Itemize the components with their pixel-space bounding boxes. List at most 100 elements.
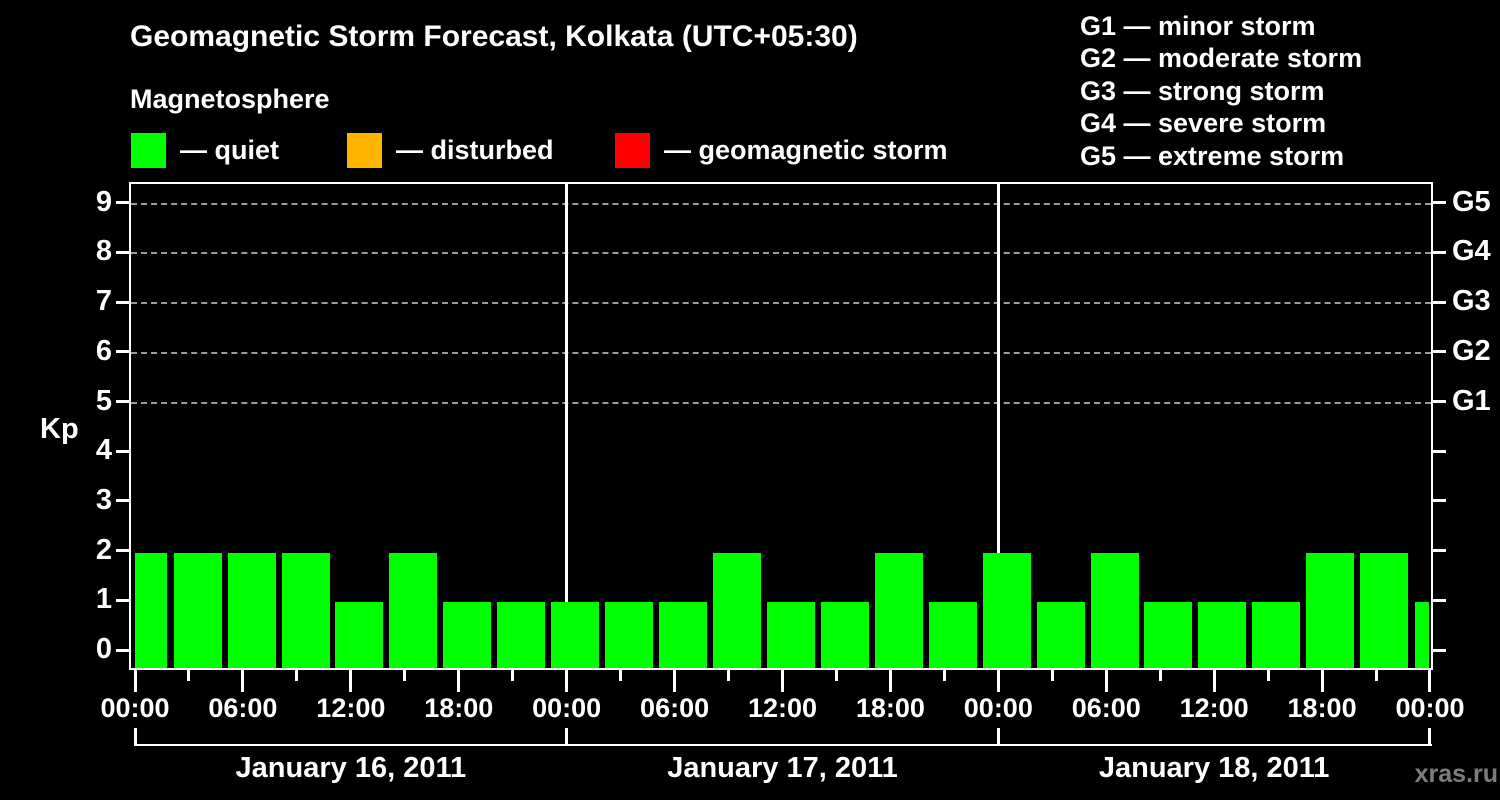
x-axis-tick <box>780 668 784 692</box>
time-tick-label: 00:00 <box>532 693 602 723</box>
legend-label-storm: — geomagnetic storm <box>664 135 948 165</box>
day-bracket-tick <box>133 728 137 746</box>
magnetosphere-label: Magnetosphere <box>130 84 330 114</box>
grid-line-kp8 <box>131 252 1431 255</box>
y-axis-tick <box>116 201 131 205</box>
kp-bar <box>605 602 654 668</box>
chart-title: Geomagnetic Storm Forecast, Kolkata (UTC… <box>130 20 858 53</box>
kp-bar <box>335 602 384 668</box>
time-tick-label: 18:00 <box>855 693 925 723</box>
kp-bar <box>766 602 815 668</box>
quiet-swatch-icon <box>131 133 166 168</box>
right-axis-tick <box>1431 400 1446 403</box>
g-legend-line-g1: G1 — minor storm <box>1080 11 1316 41</box>
y-axis-tick <box>116 648 131 652</box>
kp-bar <box>1036 602 1085 668</box>
grid-line-kp6 <box>131 351 1431 354</box>
day-divider-line <box>996 184 1000 668</box>
storm-swatch-icon <box>615 133 650 168</box>
time-tick-label: 06:00 <box>640 693 710 723</box>
disturbed-swatch-icon <box>347 133 382 168</box>
y-axis-tick-label: 7 <box>95 285 112 318</box>
x-axis-tick <box>996 668 1000 692</box>
right-axis-tick <box>1431 350 1446 354</box>
time-tick-label: 06:00 <box>1071 693 1141 723</box>
right-axis-tick <box>1431 300 1446 304</box>
g-level-label-g4: G4 <box>1452 235 1491 268</box>
x-axis-tick <box>133 668 137 692</box>
y-axis-tick-label: 5 <box>95 384 112 417</box>
time-tick-label: 18:00 <box>424 693 494 723</box>
x-axis-minor-tick <box>619 668 623 681</box>
day-bracket-tick <box>565 728 569 746</box>
y-axis-tick <box>116 300 131 304</box>
x-axis-minor-tick <box>834 668 838 681</box>
y-axis-tick-label: 4 <box>95 434 112 467</box>
right-axis-tick <box>1431 250 1446 254</box>
y-axis-tick-label: 9 <box>95 185 112 218</box>
kp-bar <box>1144 602 1193 668</box>
kp-bar <box>1198 602 1247 668</box>
g-level-label-g2: G2 <box>1452 334 1491 367</box>
kp-bar <box>1090 552 1139 668</box>
x-axis-minor-tick <box>1374 668 1378 681</box>
kp-bar <box>1252 602 1301 668</box>
kp-bar <box>659 602 708 668</box>
x-axis-tick <box>1320 668 1324 692</box>
x-axis-tick <box>349 668 353 692</box>
g-legend-line-g4: G4 — severe storm <box>1080 108 1327 139</box>
right-axis-tick <box>1431 499 1446 503</box>
y-axis-tick <box>116 549 131 553</box>
grid-line-kp5 <box>131 401 1431 404</box>
x-axis-tick <box>1428 668 1432 692</box>
right-axis-tick <box>1431 598 1446 602</box>
g-legend-line-g3: G3 — strong storm <box>1080 75 1325 106</box>
x-axis-minor-tick <box>1050 668 1054 681</box>
kp-bar <box>173 552 222 668</box>
legend-item-storm: — geomagnetic storm <box>615 133 948 168</box>
day-label: January 18, 2011 <box>1098 752 1330 784</box>
right-axis-tick <box>1431 648 1446 652</box>
time-tick-label: 12:00 <box>1179 693 1249 723</box>
y-axis-title: Kp <box>40 413 79 445</box>
g-legend-line-g5: G5 — extreme storm <box>1080 140 1345 171</box>
grid-line-kp7 <box>131 302 1431 305</box>
x-axis-tick <box>565 668 569 692</box>
kp-bar <box>551 602 600 668</box>
kp-bar <box>928 602 977 668</box>
kp-bar <box>874 552 923 668</box>
legend-item-quiet: — quiet <box>131 133 279 168</box>
y-axis-tick <box>116 250 131 254</box>
day-divider-line <box>565 184 569 668</box>
y-axis-tick <box>116 350 131 354</box>
day-bracket-tick <box>996 728 1000 746</box>
day-label: January 17, 2011 <box>667 752 898 784</box>
x-axis-tick <box>241 668 245 692</box>
kp-bar <box>713 552 761 668</box>
x-axis-minor-tick <box>1158 668 1162 681</box>
y-axis-tick-label: 0 <box>95 633 112 665</box>
y-axis-tick-label: 6 <box>95 334 112 367</box>
x-axis-tick <box>888 668 892 692</box>
x-axis-tick <box>1104 668 1108 692</box>
time-tick-label: 18:00 <box>1287 693 1357 723</box>
kp-bar <box>1306 552 1355 668</box>
time-tick-label: 00:00 <box>100 693 170 723</box>
g-level-label-g5: G5 <box>1452 185 1491 218</box>
legend-label-disturbed: — disturbed <box>396 135 554 165</box>
kp-bar <box>389 552 438 668</box>
kp-bar <box>1415 602 1429 668</box>
x-axis-tick <box>1212 668 1216 692</box>
g-level-label-g1: G1 <box>1452 384 1491 417</box>
kp-bar <box>1360 552 1409 668</box>
y-axis-tick <box>116 598 131 602</box>
y-axis-tick <box>116 499 131 503</box>
y-axis-tick-label: 1 <box>95 583 112 616</box>
y-axis-tick <box>116 449 131 453</box>
kp-bar <box>135 552 167 668</box>
kp-bar <box>497 602 546 668</box>
kp-bar <box>820 602 869 668</box>
right-axis-tick <box>1431 549 1446 553</box>
legend-item-disturbed: — disturbed <box>347 133 554 168</box>
